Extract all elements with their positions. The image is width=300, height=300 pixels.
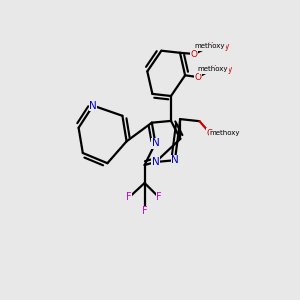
Text: methoxy: methoxy — [196, 42, 230, 51]
Text: methoxy: methoxy — [195, 43, 225, 49]
Text: N: N — [171, 155, 179, 165]
Text: F: F — [156, 192, 162, 203]
Text: O: O — [191, 50, 198, 58]
Text: methoxy: methoxy — [209, 130, 240, 136]
Text: methoxy: methoxy — [198, 66, 228, 72]
Text: F: F — [126, 192, 132, 203]
Text: N: N — [152, 157, 160, 167]
Text: F: F — [142, 206, 147, 217]
Text: N: N — [152, 138, 159, 148]
Text: N: N — [89, 100, 97, 111]
Text: O: O — [194, 73, 202, 82]
Text: methoxy: methoxy — [199, 64, 233, 74]
Text: O: O — [206, 129, 214, 138]
